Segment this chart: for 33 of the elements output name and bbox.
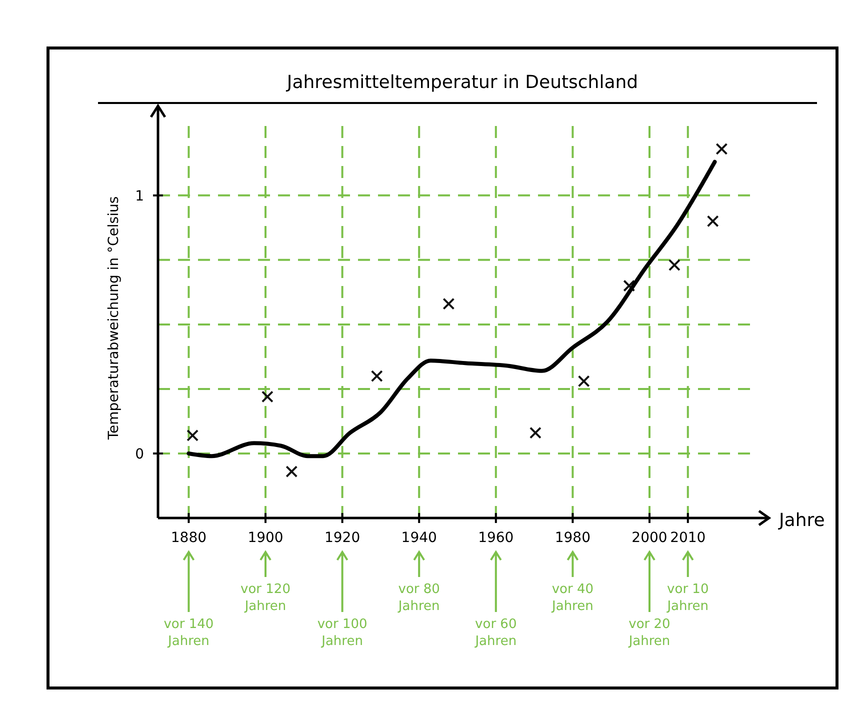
point (623, 280, 636, 292)
x-tick-label: 1880 (170, 530, 207, 546)
y-tick-label: 1 (135, 188, 144, 204)
text: vor 100 Jahren (317, 617, 368, 649)
x-tick-label: 1980 (554, 530, 591, 546)
x-tick-label: 1960 (478, 530, 514, 546)
x-tick-label: 2010 (670, 530, 706, 546)
chart-title: Jahresmitteltemperatur in Deutschland (286, 72, 638, 93)
point (370, 370, 383, 382)
point (286, 466, 298, 478)
point (442, 298, 455, 310)
x-tick-label: 1940 (401, 530, 437, 546)
text: vor 60 Jahren (474, 617, 517, 649)
point (716, 142, 728, 155)
point (529, 426, 542, 439)
text: vor 140 Jahren (164, 617, 214, 649)
y-axis-title: Temperaturabweichung in °Celsius (106, 196, 122, 441)
point (706, 215, 719, 228)
text: vor 40 Jahren (551, 582, 594, 614)
x-tick-label: 2000 (632, 530, 668, 546)
point (261, 390, 274, 403)
point (668, 259, 680, 272)
y-tick-label: 0 (135, 446, 144, 462)
point (186, 429, 199, 442)
text: vor 10 Jahren (666, 582, 709, 614)
text: vor 20 Jahren (628, 617, 670, 649)
x-tick-label: 1920 (324, 530, 360, 546)
x-axis-title: Jahre (778, 510, 825, 531)
text: vor 120 Jahren (240, 582, 290, 614)
line-series (186, 160, 717, 458)
text: vor 80 Jahren (397, 582, 440, 614)
point (578, 375, 590, 388)
x-tick-label: 1900 (248, 530, 284, 546)
